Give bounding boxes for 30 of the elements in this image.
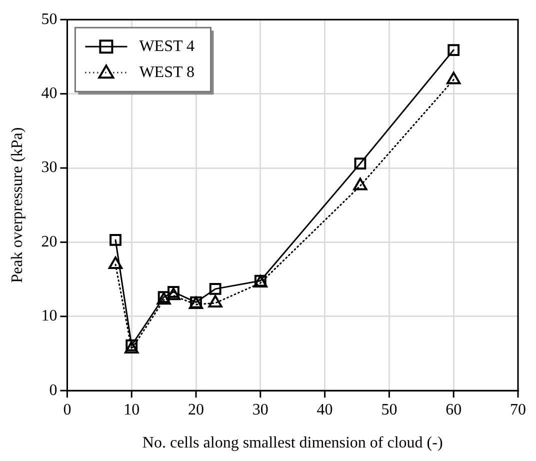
point — [124, 341, 139, 354]
point — [209, 282, 222, 295]
y-axis-title: Peak overpressure (kPa) — [8, 127, 26, 283]
point — [166, 288, 181, 300]
point — [208, 295, 222, 308]
y-tick-label: 10 — [41, 308, 58, 325]
x-tick-label: 0 — [63, 401, 72, 418]
x-tick-label: 10 — [124, 401, 140, 418]
point — [110, 234, 122, 246]
point — [446, 72, 461, 84]
point — [353, 178, 368, 190]
x-tick-label: 70 — [510, 401, 526, 418]
x-tick-label: 60 — [446, 401, 462, 418]
y-tick-label: 20 — [41, 233, 58, 250]
point — [108, 256, 123, 269]
y-tick-label: 40 — [41, 85, 58, 102]
x-tick-label: 40 — [316, 401, 333, 418]
y-tick-label: 50 — [41, 10, 58, 28]
x-axis-title: No. cells along smallest dimension of cloud (-) — [142, 434, 443, 452]
x-tick-label: 20 — [188, 401, 204, 418]
y-tick-label: 30 — [41, 159, 58, 176]
point — [168, 286, 180, 298]
point — [354, 158, 366, 170]
legend-label: WEST 4 — [139, 38, 194, 55]
x-tick-label: 30 — [252, 401, 268, 418]
point — [448, 44, 460, 56]
point — [126, 339, 138, 352]
legend-label: WEST 8 — [139, 64, 194, 81]
x-tick-label: 50 — [381, 401, 398, 418]
y-tick-label: 0 — [49, 382, 58, 399]
